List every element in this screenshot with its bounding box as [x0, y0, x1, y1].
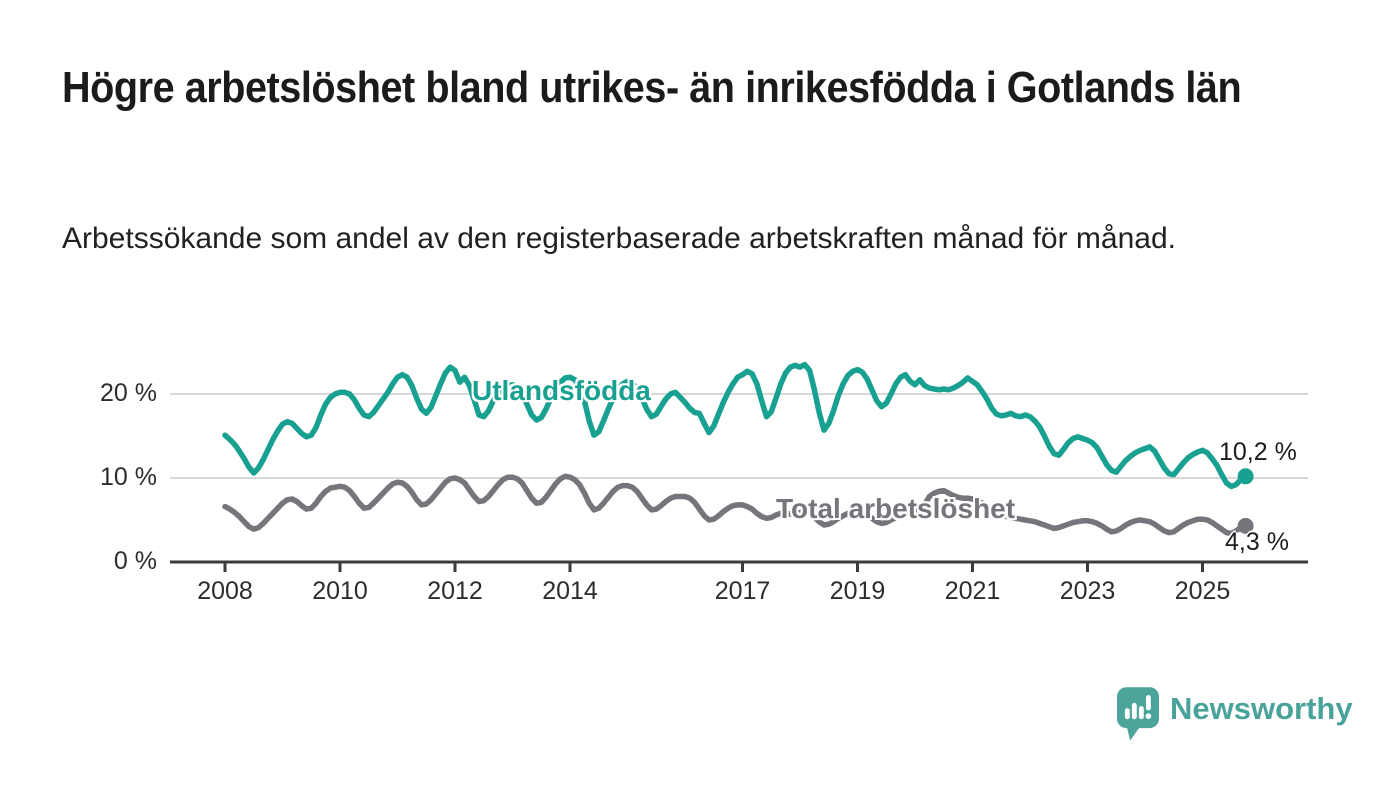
x-tick-label-2008: 2008	[197, 577, 253, 605]
x-tick-label-2019: 2019	[829, 577, 886, 605]
newsworthy-logo-icon	[1117, 687, 1159, 741]
x-tick-label-2017: 2017	[714, 577, 771, 605]
y-tick-label-20: 20 %	[100, 379, 157, 407]
y-tick-label-0: 0 %	[113, 547, 157, 575]
line-total-arbetsl-shet	[222, 473, 1249, 537]
chart-title: Högre arbetslöshet bland utrikes- än inr…	[62, 63, 1242, 112]
x-tick-label-2023: 2023	[1059, 577, 1116, 605]
x-tick-label-2021: 2021	[944, 577, 1001, 605]
x-tick-label-2010: 2010	[312, 577, 368, 605]
end-dot-total	[1237, 517, 1254, 534]
line-utlandsf-dda	[222, 361, 1249, 490]
x-tick-label-2014: 2014	[542, 577, 598, 605]
end-value-total-arbetsloshet: 4,3 %	[1225, 528, 1289, 556]
newsworthy-logo: Newsworthy	[1117, 687, 1353, 742]
chart-subtitle: Arbetssökande som andel av den registerb…	[62, 222, 1176, 255]
end-dot-utlandsfodda	[1237, 468, 1254, 485]
series-label-utlandsfodda: Utlandsfödda	[472, 375, 651, 406]
y-tick-label-10: 10 %	[100, 463, 157, 491]
end-value-utlandsfodda: 10,2 %	[1219, 438, 1297, 466]
x-tick-label-2025: 2025	[1174, 577, 1231, 605]
x-tick-label-2012: 2012	[427, 577, 483, 605]
series-label-total-arbetsloshet: Total arbetslöshet	[776, 493, 1016, 524]
newsworthy-logo-text: Newsworthy	[1170, 691, 1353, 726]
